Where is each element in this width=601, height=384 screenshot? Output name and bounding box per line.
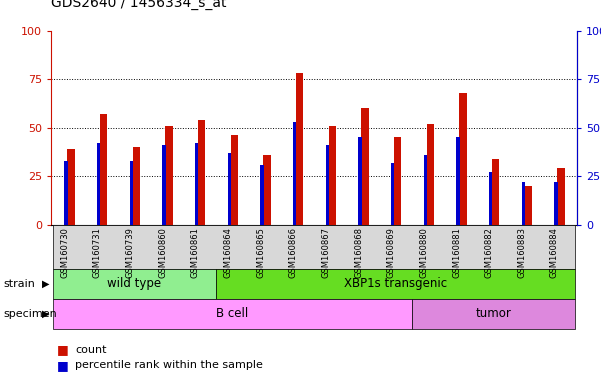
Text: GDS2640 / 1456334_s_at: GDS2640 / 1456334_s_at — [51, 0, 227, 10]
Text: GSM160868: GSM160868 — [354, 227, 363, 278]
Text: XBP1s transgenic: XBP1s transgenic — [344, 277, 447, 290]
Text: GSM160883: GSM160883 — [517, 227, 526, 278]
Bar — [67, 149, 75, 225]
Bar — [522, 182, 525, 225]
Bar — [165, 126, 172, 225]
Text: percentile rank within the sample: percentile rank within the sample — [75, 360, 263, 370]
Bar — [231, 136, 238, 225]
Text: GSM160867: GSM160867 — [322, 227, 331, 278]
Text: GSM160730: GSM160730 — [60, 227, 69, 278]
Bar — [427, 124, 434, 225]
Bar — [195, 143, 198, 225]
Text: B cell: B cell — [216, 307, 248, 320]
Bar — [456, 137, 460, 225]
Text: GSM160881: GSM160881 — [452, 227, 461, 278]
Bar — [326, 145, 329, 225]
Text: ■: ■ — [57, 343, 69, 356]
Text: strain: strain — [3, 279, 35, 289]
Bar — [260, 164, 264, 225]
Bar — [489, 172, 492, 225]
Bar — [358, 137, 362, 225]
Text: GSM160860: GSM160860 — [158, 227, 167, 278]
Bar — [424, 155, 427, 225]
Text: GSM160866: GSM160866 — [288, 227, 297, 278]
Bar — [293, 122, 296, 225]
Bar — [554, 182, 558, 225]
Bar — [525, 186, 532, 225]
Bar — [97, 143, 100, 225]
Text: GSM160731: GSM160731 — [93, 227, 102, 278]
Bar — [130, 161, 133, 225]
Bar — [228, 153, 231, 225]
Text: GSM160864: GSM160864 — [224, 227, 233, 278]
Text: ▶: ▶ — [41, 309, 49, 319]
Bar — [394, 137, 401, 225]
Text: tumor: tumor — [476, 307, 511, 320]
Bar — [133, 147, 140, 225]
Text: count: count — [75, 345, 106, 355]
Text: GSM160861: GSM160861 — [191, 227, 200, 278]
Bar — [557, 169, 564, 225]
Bar — [64, 161, 68, 225]
Bar — [391, 162, 394, 225]
Bar — [361, 108, 368, 225]
Bar — [100, 114, 107, 225]
Text: GSM160865: GSM160865 — [256, 227, 265, 278]
Text: wild type: wild type — [108, 277, 162, 290]
Text: GSM160880: GSM160880 — [419, 227, 429, 278]
Bar — [296, 73, 304, 225]
Bar — [492, 159, 499, 225]
Bar — [162, 145, 166, 225]
Text: ■: ■ — [57, 359, 69, 372]
Text: GSM160882: GSM160882 — [484, 227, 493, 278]
Bar — [198, 120, 206, 225]
Text: specimen: specimen — [3, 309, 56, 319]
Text: GSM160739: GSM160739 — [126, 227, 135, 278]
Bar — [459, 93, 466, 225]
Text: GSM160884: GSM160884 — [550, 227, 559, 278]
Text: GSM160869: GSM160869 — [386, 227, 395, 278]
Text: ▶: ▶ — [41, 279, 49, 289]
Bar — [329, 126, 336, 225]
Bar — [263, 155, 270, 225]
